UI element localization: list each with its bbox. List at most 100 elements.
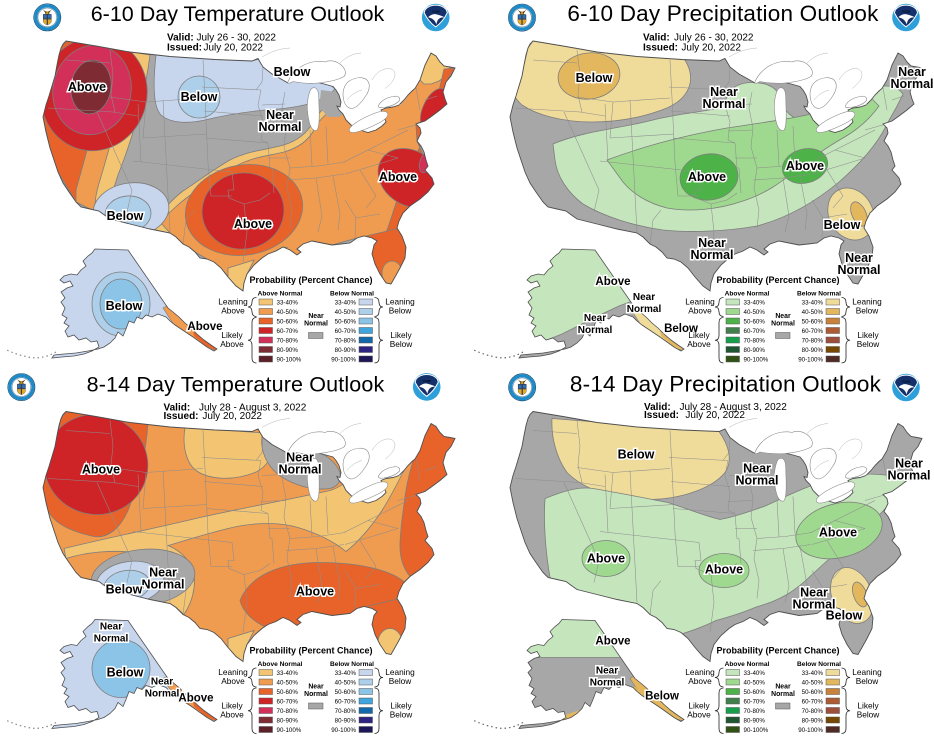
svg-text:Above Normal: Above Normal <box>725 291 770 298</box>
svg-text:6-10 Day Temperature Outlook: 6-10 Day Temperature Outlook <box>91 2 385 26</box>
svg-text:60-70%: 60-70% <box>802 699 824 706</box>
svg-text:Above: Above <box>786 159 824 173</box>
svg-text:50-60%: 50-60% <box>335 689 357 696</box>
svg-text:40-50%: 40-50% <box>277 680 299 687</box>
svg-text:Below: Below <box>618 448 655 462</box>
svg-text:70-80%: 70-80% <box>802 338 824 345</box>
svg-text:Near: Near <box>800 586 828 600</box>
svg-text:90-100%: 90-100% <box>277 727 302 734</box>
svg-text:Near: Near <box>775 313 791 320</box>
svg-text:33-40%: 33-40% <box>802 300 824 307</box>
svg-text:Leaning: Leaning <box>218 667 248 677</box>
svg-text:Above: Above <box>595 636 630 648</box>
svg-text:Leaning: Leaning <box>685 297 715 307</box>
svg-text:July 20, 2022: July 20, 2022 <box>204 42 264 53</box>
svg-text:Above: Above <box>819 526 857 540</box>
svg-text:noaa: noaa <box>423 379 431 383</box>
svg-text:Near: Near <box>698 236 726 250</box>
svg-text:33-40%: 33-40% <box>335 300 357 307</box>
svg-text:July 26 - 30, 2022: July 26 - 30, 2022 <box>674 32 754 43</box>
svg-text:Above Normal: Above Normal <box>258 291 303 298</box>
svg-text:Below: Below <box>389 676 413 686</box>
svg-text:50-60%: 50-60% <box>802 319 824 326</box>
svg-text:Below: Below <box>181 90 218 104</box>
svg-text:July 28 - August 3, 2022: July 28 - August 3, 2022 <box>680 402 788 413</box>
svg-text:July 20, 2022: July 20, 2022 <box>685 410 745 421</box>
svg-text:Leaning: Leaning <box>385 667 415 677</box>
svg-text:Likely: Likely <box>221 701 243 711</box>
svg-text:60-70%: 60-70% <box>744 699 766 706</box>
svg-text:40-50%: 40-50% <box>802 309 824 316</box>
svg-text:Near: Near <box>710 85 738 99</box>
svg-text:80-90%: 80-90% <box>802 347 824 354</box>
svg-text:Probability (Percent Chance): Probability (Percent Chance) <box>716 646 839 656</box>
svg-text:80-90%: 80-90% <box>335 718 357 725</box>
svg-text:Normal: Normal <box>735 474 778 488</box>
svg-text:Below: Below <box>106 299 143 313</box>
svg-text:Valid:: Valid: <box>167 32 194 43</box>
svg-text:Below: Below <box>390 710 414 720</box>
svg-text:Below: Below <box>824 218 861 232</box>
svg-text:Below: Below <box>576 71 613 85</box>
svg-text:Leaning: Leaning <box>218 297 248 307</box>
svg-text:Below Normal: Below Normal <box>797 291 841 298</box>
svg-text:Below: Below <box>107 209 144 223</box>
svg-text:Near: Near <box>151 677 173 688</box>
svg-text:33-40%: 33-40% <box>744 300 766 307</box>
svg-text:Likely: Likely <box>857 330 879 340</box>
svg-text:Leaning: Leaning <box>385 297 415 307</box>
svg-text:80-90%: 80-90% <box>802 718 824 725</box>
svg-text:Normal: Normal <box>304 321 328 328</box>
svg-text:Likely: Likely <box>688 330 710 340</box>
svg-text:8-14 Day Temperature Outlook: 8-14 Day Temperature Outlook <box>87 373 385 397</box>
svg-text:Below: Below <box>645 691 679 703</box>
svg-text:July 26 - 30, 2022: July 26 - 30, 2022 <box>197 32 277 43</box>
svg-text:Near: Near <box>898 65 926 79</box>
svg-text:70-80%: 70-80% <box>335 338 357 345</box>
svg-text:Probability (Percent Chance): Probability (Percent Chance) <box>249 275 372 285</box>
svg-text:Issued:: Issued: <box>167 42 202 53</box>
svg-text:33-40%: 33-40% <box>277 300 299 307</box>
svg-text:Normal: Normal <box>627 304 662 315</box>
svg-text:Issued:: Issued: <box>643 42 678 53</box>
svg-text:90-100%: 90-100% <box>744 357 769 364</box>
svg-text:Above: Above <box>705 563 743 577</box>
svg-text:6-10 Day Precipitation Outlook: 6-10 Day Precipitation Outlook <box>567 1 879 26</box>
svg-text:Below: Below <box>106 583 143 597</box>
svg-text:60-70%: 60-70% <box>277 328 299 335</box>
svg-text:Above Normal: Above Normal <box>725 661 770 668</box>
svg-text:Normal: Normal <box>94 634 129 645</box>
svg-text:80-90%: 80-90% <box>335 347 357 354</box>
svg-text:Valid:: Valid: <box>164 402 191 413</box>
svg-text:50-60%: 50-60% <box>744 689 766 696</box>
svg-text:Below: Below <box>664 323 698 335</box>
svg-text:Normal: Normal <box>837 263 880 277</box>
svg-text:Near: Near <box>266 108 294 122</box>
svg-text:33-40%: 33-40% <box>744 670 766 677</box>
svg-text:noaa: noaa <box>902 10 910 14</box>
svg-text:Above: Above <box>178 693 213 705</box>
svg-text:40-50%: 40-50% <box>277 309 299 316</box>
svg-text:Below: Below <box>856 676 880 686</box>
svg-text:90-100%: 90-100% <box>277 357 302 364</box>
svg-text:Normal: Normal <box>771 691 795 698</box>
svg-text:Normal: Normal <box>578 325 613 336</box>
svg-text:July 28 - August 3, 2022: July 28 - August 3, 2022 <box>199 402 307 413</box>
svg-text:Above: Above <box>687 710 711 720</box>
svg-text:Below: Below <box>856 306 880 316</box>
svg-text:Likely: Likely <box>390 330 412 340</box>
svg-text:Near: Near <box>286 451 314 465</box>
svg-text:Issued:: Issued: <box>164 411 199 422</box>
svg-text:Leaning: Leaning <box>852 667 882 677</box>
svg-text:33-40%: 33-40% <box>802 670 824 677</box>
svg-text:40-50%: 40-50% <box>744 680 766 687</box>
svg-text:Normal: Normal <box>304 691 328 698</box>
svg-text:Near: Near <box>308 684 324 691</box>
svg-text:Normal: Normal <box>258 120 301 134</box>
svg-text:Normal: Normal <box>702 97 745 111</box>
svg-text:Probability (Percent Chance): Probability (Percent Chance) <box>716 275 839 285</box>
svg-text:Normal: Normal <box>890 77 933 91</box>
svg-text:8-14 Day Precipitation Outlook: 8-14 Day Precipitation Outlook <box>570 372 882 397</box>
svg-text:Above: Above <box>688 676 712 686</box>
svg-text:70-80%: 70-80% <box>744 708 766 715</box>
